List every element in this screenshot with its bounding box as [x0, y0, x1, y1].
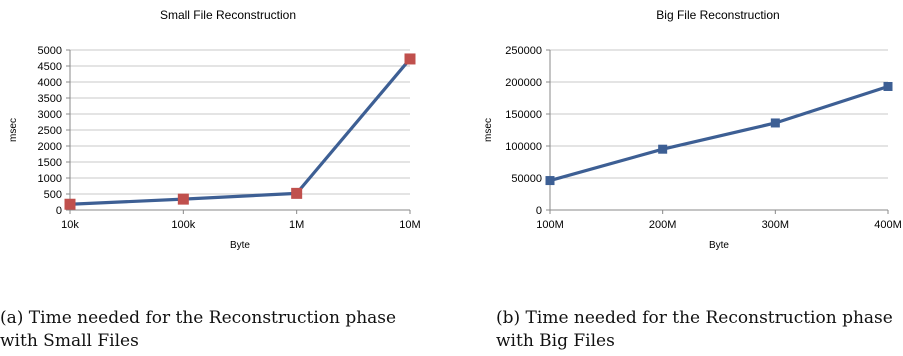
- gridlines: [66, 49, 411, 214]
- x-tick-label: 400M: [874, 219, 902, 231]
- x-tick-label: 10M: [399, 219, 420, 231]
- x-tick-label: 10k: [61, 219, 79, 231]
- y-tick-label: 200000: [505, 77, 542, 89]
- y-tick-label: 3500: [38, 93, 62, 105]
- y-tick-label: 250000: [505, 45, 542, 57]
- y-tick-label: 1500: [38, 157, 62, 169]
- y-tick-labels: 0 500 1000 1500 2000 2500 3000 3500 4000 4500 5000: [38, 45, 62, 217]
- data-point-marker: [883, 81, 893, 91]
- y-tick-label: 4500: [38, 61, 62, 73]
- caption-big-files: (b) Time needed for the Reconstruction p…: [496, 308, 893, 351]
- y-tick-label: 100000: [505, 141, 542, 153]
- data-point-marker: [404, 53, 416, 65]
- caption-small-files: (a) Time needed for the Reconstruction p…: [0, 308, 397, 351]
- data-point-marker: [291, 187, 303, 199]
- y-tick-label: 150000: [505, 109, 542, 121]
- chart-big-file-reconstruction: Big File Reconstruction msec Byte 0 50000…: [483, 8, 902, 251]
- y-tick-label: 1000: [38, 173, 62, 185]
- y-tick-label: 4000: [38, 77, 62, 89]
- chart-title: Small File Reconstruction: [160, 8, 296, 22]
- x-tick-label: 1M: [289, 219, 304, 231]
- series-line: [69, 57, 412, 206]
- y-tick-label: 0: [56, 205, 62, 217]
- x-tick-labels: 100M 200M 300M 400M: [536, 219, 902, 231]
- gridlines: [546, 49, 889, 214]
- chart-small-file-reconstruction: Small File Reconstruction msec Byte 0 500…: [8, 8, 421, 251]
- y-axis-label: msec: [483, 118, 494, 142]
- x-axis-label: Byte: [709, 240, 729, 251]
- y-axis-label: msec: [8, 118, 19, 142]
- data-series: [545, 81, 893, 186]
- y-tick-label: 2000: [38, 141, 62, 153]
- x-tick-label: 200M: [649, 219, 677, 231]
- data-point-marker: [770, 118, 780, 128]
- x-tick-labels: 10k 100k 1M 10M: [61, 219, 421, 231]
- x-tick-label: 100M: [536, 219, 564, 231]
- y-tick-label: 3000: [38, 109, 62, 121]
- x-tick-label: 100k: [171, 219, 195, 231]
- data-point-marker: [658, 144, 668, 154]
- y-tick-label: 500: [44, 189, 62, 201]
- data-series: [64, 53, 416, 210]
- y-tick-labels: 0 50000 100000 150000 200000 250000: [505, 45, 542, 217]
- y-tick-label: 50000: [511, 173, 542, 185]
- y-tick-label: 5000: [38, 45, 62, 57]
- x-axis-label: Byte: [230, 240, 250, 251]
- data-point-marker: [177, 193, 189, 205]
- chart-title: Big File Reconstruction: [656, 8, 779, 22]
- y-tick-label: 0: [536, 205, 542, 217]
- data-point-marker: [545, 176, 555, 186]
- series-line: [549, 84, 889, 183]
- data-point-marker: [64, 198, 76, 210]
- x-tick-label: 300M: [762, 219, 790, 231]
- y-tick-label: 2500: [38, 125, 62, 137]
